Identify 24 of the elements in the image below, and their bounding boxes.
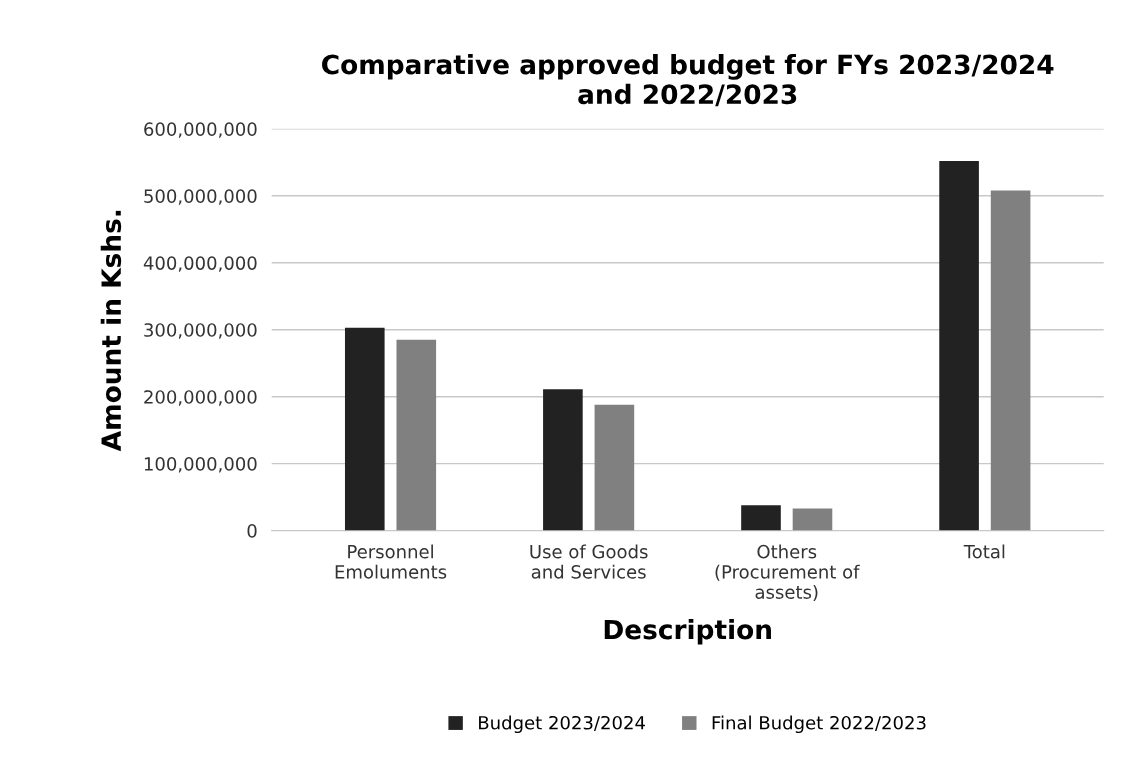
bar [939, 161, 979, 531]
legend-label: Budget 2023/2024 [479, 715, 645, 734]
x-tick-label: Personnel Emoluments [335, 544, 447, 579]
y-axis-title: Amount in Kshs. [100, 210, 122, 452]
bar [990, 190, 1031, 531]
y-tick-label: 300,000,000 [144, 323, 257, 339]
x-tick-label: Total [963, 544, 1005, 559]
y-tick-label: 100,000,000 [144, 457, 257, 473]
bar [396, 339, 437, 531]
bar [792, 508, 833, 531]
y-tick-label: 200,000,000 [144, 390, 257, 406]
y-tick-label: 500,000,000 [144, 189, 257, 205]
y-tick-label: 600,000,000 [144, 122, 257, 138]
x-tick-label: Use of Goods and Services [530, 544, 648, 579]
chart-title: Comparative approved budget for FYs 2023/2024 and 2022/2023 [322, 54, 1054, 107]
bar [344, 327, 385, 531]
y-tick-label: 0 [247, 524, 257, 538]
y-tick-label: 400,000,000 [143, 256, 257, 272]
bar [741, 505, 781, 531]
x-axis-title: Description [604, 619, 771, 645]
x-tick-label: Others (Procurement of assets) [715, 544, 860, 602]
legend-label: Final Budget 2022/2023 [712, 715, 926, 734]
bar [543, 389, 583, 531]
bar [594, 404, 635, 531]
